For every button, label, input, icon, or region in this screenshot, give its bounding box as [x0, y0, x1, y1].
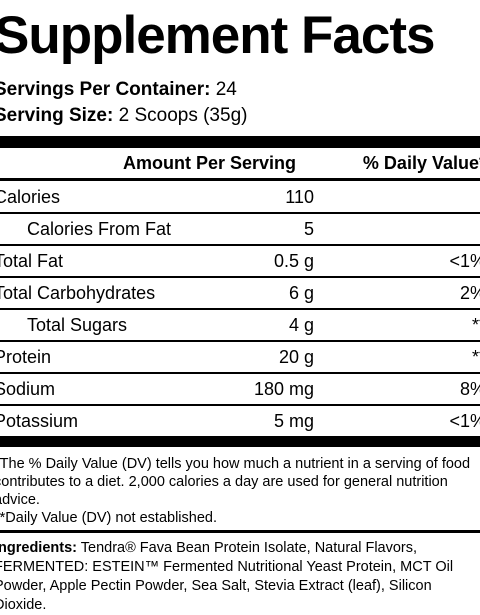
- servings-per-container: Servings Per Container: 24: [0, 78, 237, 102]
- servings-per-container-value: 24: [215, 79, 237, 100]
- nutrient-amount: 5 mg: [273, 411, 314, 431]
- ingredients-rule: [0, 530, 480, 533]
- nutrient-amount: 6 g: [288, 283, 314, 303]
- nutrient-daily-value: 2%: [459, 283, 480, 303]
- servings-per-container-label: Servings Per Container:: [0, 79, 211, 100]
- nutrient-amount: 110: [285, 187, 314, 207]
- nutrient-amount: 5: [303, 219, 314, 239]
- nutrient-row: Total Fat 0.5 g <1%: [0, 245, 480, 277]
- nutrient-name: Total Fat: [0, 251, 64, 271]
- nutrient-name: Sodium: [0, 379, 56, 399]
- supplement-facts-panel: Supplement Facts Servings Per Container:…: [0, 6, 480, 613]
- nutrient-name: Total Carbohydrates: [0, 283, 156, 303]
- header-rule: [0, 178, 480, 181]
- nutrient-row: Potassium 5 mg <1%: [0, 405, 480, 437]
- nutrient-row: Calories From Fat 5: [0, 213, 480, 245]
- ingredients-label: Ingredients:: [0, 540, 77, 556]
- nutrient-daily-value: 8%: [459, 379, 480, 399]
- bottom-thick-rule: [0, 436, 480, 447]
- ingredients: Ingredients: Tendra® Fava Bean Protein I…: [0, 539, 480, 615]
- not-established-footnote: **Daily Value (DV) not established.: [0, 510, 217, 526]
- nutrient-amount: 20 g: [278, 347, 314, 367]
- top-thick-rule: [0, 136, 480, 148]
- nutrient-name: Potassium: [0, 411, 79, 431]
- row-divider: [0, 276, 480, 278]
- nutrient-name: Calories: [0, 187, 61, 207]
- amount-per-serving-header: Amount Per Serving: [123, 153, 297, 173]
- serving-size-value: 2 Scoops (35g): [118, 105, 248, 126]
- nutrient-row: Calories 110: [0, 181, 480, 213]
- nutrient-daily-value: <1%: [449, 251, 480, 271]
- serving-size-label: Serving Size:: [0, 105, 114, 126]
- nutrient-daily-value: <1%: [449, 411, 480, 431]
- row-divider: [0, 212, 480, 214]
- nutrient-name: Calories From Fat: [27, 219, 172, 239]
- row-divider: [0, 372, 480, 374]
- nutrient-amount: 0.5 g: [273, 251, 314, 271]
- row-divider: [0, 340, 480, 342]
- nutrient-amount: 180 mg: [253, 379, 314, 399]
- daily-value-footnote: *The % Daily Value (DV) tells you how mu…: [0, 456, 471, 508]
- nutrient-row: Total Carbohydrates 6 g 2%: [0, 277, 480, 309]
- nutrient-daily-value: **: [471, 315, 480, 335]
- nutrient-row: Total Sugars 4 g **: [0, 309, 480, 341]
- daily-value-header: % Daily Value*: [362, 153, 480, 173]
- nutrient-name: Total Sugars: [27, 315, 128, 335]
- row-divider: [0, 244, 480, 246]
- nutrient-name: Protein: [0, 347, 52, 367]
- nutrient-row: Protein 20 g **: [0, 341, 480, 373]
- row-divider: [0, 308, 480, 310]
- row-divider: [0, 404, 480, 406]
- nutrient-row: Sodium 180 mg 8%: [0, 373, 480, 405]
- nutrient-daily-value: **: [471, 347, 480, 367]
- panel-title: Supplement Facts: [0, 6, 435, 65]
- nutrient-amount: 4 g: [288, 315, 314, 335]
- serving-size: Serving Size: 2 Scoops (35g): [0, 104, 247, 128]
